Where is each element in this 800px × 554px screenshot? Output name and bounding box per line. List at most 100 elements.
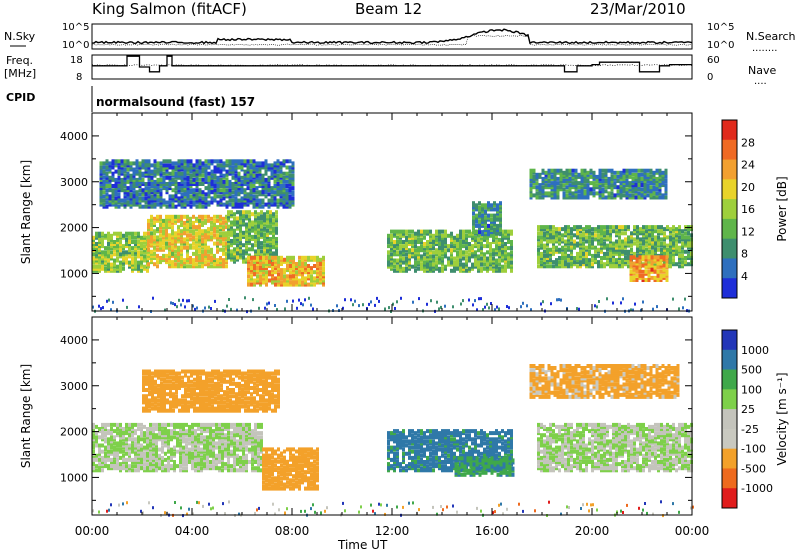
power-cell [174, 303, 176, 307]
power-cell [591, 231, 594, 236]
power-cell [257, 253, 260, 258]
power-cell [654, 245, 657, 250]
power-cell [591, 227, 594, 232]
power-cell [641, 269, 645, 274]
power-cell [662, 263, 666, 268]
power-cell [126, 192, 130, 197]
velocity-cell [107, 429, 110, 434]
power-cell [204, 186, 208, 191]
power-cell [288, 169, 292, 174]
power-cell [465, 233, 468, 238]
power-cell [153, 216, 156, 221]
power-cell [248, 241, 251, 246]
power-cell [597, 247, 600, 252]
power-cell [678, 247, 681, 252]
power-cell [264, 194, 268, 199]
power-cell [498, 254, 501, 259]
power-cell [472, 303, 474, 307]
power-cell [489, 252, 492, 257]
power-cell [387, 240, 390, 244]
power-cell [207, 171, 211, 176]
power-cell [123, 194, 127, 199]
power-cell [501, 248, 504, 253]
power-cell [210, 159, 214, 164]
power-cell [126, 167, 130, 172]
power-cell [266, 243, 269, 248]
power-cell [135, 190, 139, 195]
power-cell [307, 268, 310, 273]
power-cell [492, 250, 495, 255]
power-cell [298, 272, 301, 277]
velocity-cell [131, 468, 134, 473]
power-cell [603, 229, 606, 234]
power-cell [682, 306, 684, 310]
velocity-cell [131, 457, 134, 462]
power-cell [597, 229, 600, 234]
power-cell [117, 177, 121, 182]
power-cell [284, 307, 286, 311]
power-cell [234, 196, 238, 201]
power-cell [414, 248, 417, 253]
power-cell [579, 225, 582, 230]
power-cell [219, 256, 222, 260]
power-cell [216, 247, 219, 252]
power-cell [432, 254, 435, 259]
power-cell [269, 210, 272, 215]
power-cell [499, 209, 502, 214]
power-cell [423, 266, 426, 271]
power-cell [663, 235, 666, 240]
power-cell [606, 262, 609, 267]
power-cell [162, 235, 165, 240]
power-cell [213, 165, 217, 170]
power-cell [285, 165, 289, 170]
power-cell [600, 262, 603, 267]
power-cell [664, 195, 668, 200]
power-cell [579, 260, 582, 265]
power-cell [216, 214, 219, 219]
power-cell [576, 235, 579, 240]
power-cell [263, 212, 266, 217]
velocity-cell [95, 464, 98, 469]
power-cell [669, 235, 672, 240]
power-cell [499, 228, 502, 232]
power-cell [565, 168, 569, 173]
velocity-cell [137, 422, 140, 427]
power-cell [159, 214, 162, 219]
power-cell [459, 229, 462, 234]
power-cell [462, 264, 465, 269]
power-cell [471, 244, 474, 249]
power-cell [204, 245, 207, 250]
power-cell [258, 306, 260, 310]
power-cell [134, 244, 137, 249]
power-cell [174, 218, 177, 223]
power-cell [263, 239, 266, 243]
power-cell [239, 243, 242, 248]
power-cell [273, 184, 277, 188]
power-cell [435, 260, 438, 265]
power-cell [423, 235, 426, 240]
power-cell [665, 263, 669, 268]
power-cell [441, 266, 444, 271]
power-cell [681, 253, 684, 258]
power-cell [504, 266, 507, 271]
power-cell [214, 299, 216, 303]
power-cell [471, 262, 474, 267]
power-cell [225, 258, 228, 263]
power-cell [165, 214, 168, 219]
power-cell [480, 256, 483, 261]
power-cell [420, 244, 423, 249]
power-cell [402, 248, 405, 253]
power-cell [647, 257, 651, 262]
power-cell [633, 251, 636, 256]
power-cell [659, 273, 663, 278]
power-cell [672, 239, 675, 244]
power-cell [125, 231, 128, 236]
power-cell [471, 254, 474, 259]
power-cell [107, 237, 110, 242]
power-cell [411, 254, 414, 259]
power-cell [248, 230, 251, 235]
power-cell [129, 161, 133, 166]
power-cell [624, 249, 627, 254]
power-cell [165, 204, 169, 209]
power-cell [402, 256, 405, 261]
